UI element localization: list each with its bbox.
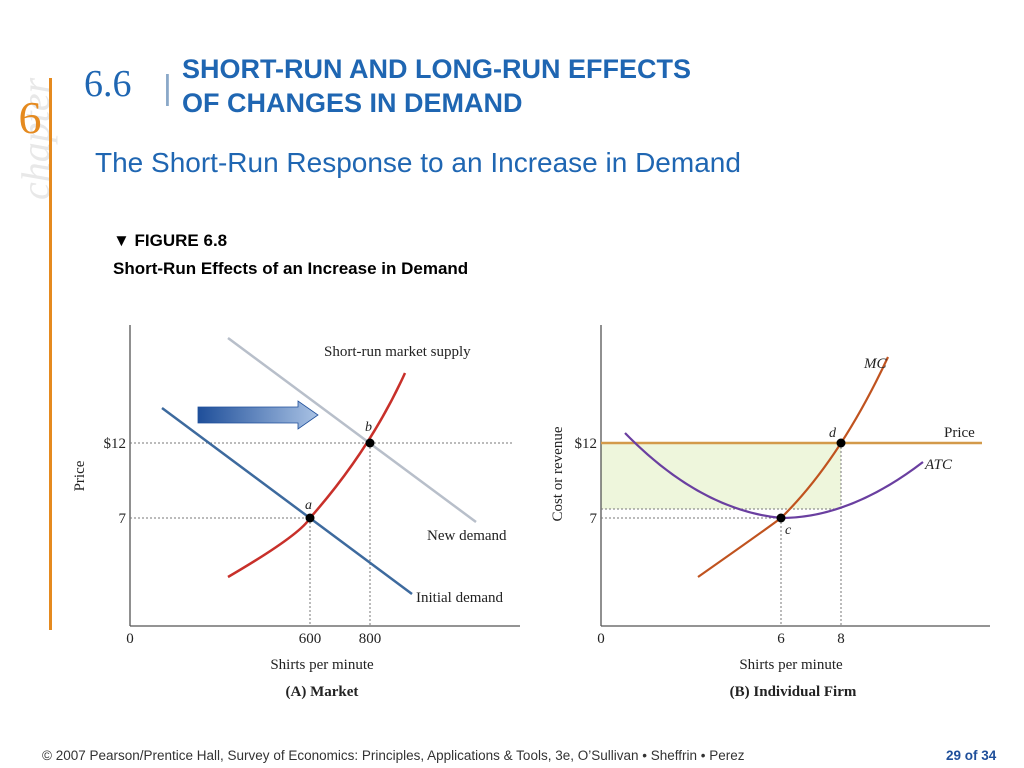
new-demand-label: New demand (427, 528, 507, 544)
firm-panel-title: (B) Individual Firm (730, 684, 857, 700)
firm-x-tick-6: 6 (777, 631, 785, 647)
page-number: 29 of 34 (946, 748, 997, 763)
chapter-number: 6 (18, 92, 42, 143)
slide-subtitle: The Short-Run Response to an Increase in… (95, 147, 741, 178)
market-y-tick-12: $12 (104, 436, 127, 452)
market-x-tick-0: 0 (126, 631, 134, 647)
firm-x-tick-0: 0 (597, 631, 605, 647)
market-y-tick-7: 7 (119, 511, 127, 527)
mc-label: MC (863, 356, 887, 372)
point-a-label: a (305, 498, 312, 513)
market-x-tick-600: 600 (299, 631, 322, 647)
short-run-supply-curve (227, 372, 407, 579)
section-number: 6.6 (84, 63, 132, 105)
firm-y-tick-7: 7 (590, 511, 598, 527)
firm-y-axis-label: Cost or revenue (550, 426, 566, 521)
market-panel: a b Short-run market supply New demand I… (72, 325, 520, 700)
vertical-rule (49, 78, 52, 630)
atc-label: ATC (924, 457, 953, 473)
section-title-line1: SHORT-RUN AND LONG-RUN EFFECTS (182, 54, 691, 84)
market-y-axis-label: Price (72, 460, 88, 491)
point-b-marker (365, 438, 375, 448)
market-x-axis-label: Shirts per minute (270, 657, 374, 673)
figure-label: ▼ FIGURE 6.8 (113, 231, 228, 250)
profit-area (601, 443, 841, 509)
section-title: SHORT-RUN AND LONG-RUN EFFECTS OF CHANGE… (182, 52, 862, 120)
new-demand-curve (227, 336, 477, 524)
section-separator: | (163, 69, 172, 107)
point-d-label: d (829, 426, 837, 441)
initial-demand-curve (161, 406, 413, 596)
market-panel-title: (A) Market (286, 684, 359, 700)
figure-caption: Short-Run Effects of an Increase in Dema… (113, 259, 469, 278)
point-b-label: b (365, 420, 372, 435)
firm-x-tick-8: 8 (837, 631, 845, 647)
section-title-line2: OF CHANGES IN DEMAND (182, 88, 523, 118)
price-label: Price (944, 425, 975, 441)
supply-curve-label: Short-run market supply (324, 344, 471, 360)
point-a-marker (305, 513, 315, 523)
footer-copyright: © 2007 Pearson/Prentice Hall, Survey of … (42, 748, 745, 763)
point-c-marker (776, 513, 786, 523)
firm-y-tick-12: $12 (575, 436, 598, 452)
right-arrow-icon (197, 400, 319, 430)
initial-demand-label: Initial demand (416, 590, 504, 606)
point-c-label: c (785, 523, 792, 538)
market-x-tick-800: 800 (359, 631, 382, 647)
firm-x-axis-label: Shirts per minute (739, 657, 843, 673)
firm-panel: c d MC ATC Price $12 7 0 6 8 Cost or rev… (550, 325, 990, 700)
mc-curve (697, 356, 889, 578)
point-d-marker (836, 438, 846, 448)
